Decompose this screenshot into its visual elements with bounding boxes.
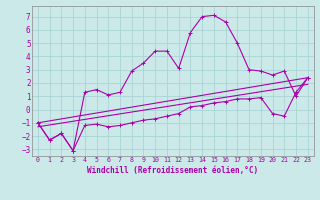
X-axis label: Windchill (Refroidissement éolien,°C): Windchill (Refroidissement éolien,°C) (87, 166, 258, 175)
